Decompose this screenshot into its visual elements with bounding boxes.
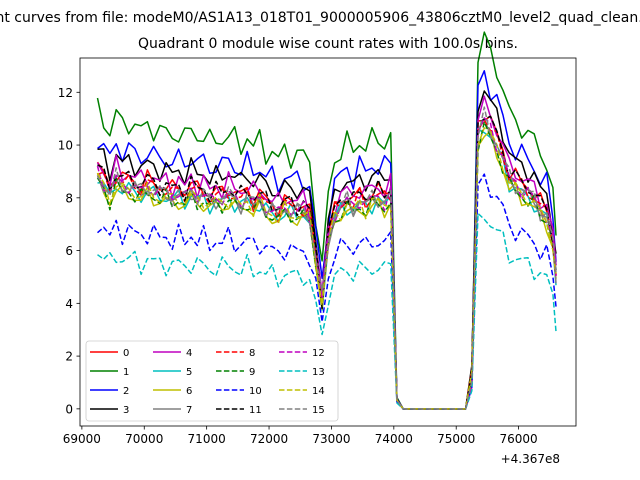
y-tick-label-0: 0	[65, 402, 73, 416]
legend-label-6: 6	[186, 386, 192, 397]
legend-label-12: 12	[312, 348, 325, 359]
series-line-13	[97, 212, 557, 410]
x-tick-label-73000: 73000	[312, 432, 350, 446]
x-tick-label-75000: 75000	[437, 432, 475, 446]
x-tick-label-72000: 72000	[250, 432, 288, 446]
y-tick-label-2: 2	[65, 350, 73, 364]
series-line-12	[96, 117, 557, 410]
y-tick-label-8: 8	[65, 191, 73, 205]
series-line-10	[97, 173, 557, 410]
legend-label-4: 4	[186, 348, 192, 359]
series-lines-group	[96, 31, 557, 410]
legend-label-2: 2	[123, 386, 129, 397]
y-tick-label-12: 12	[58, 86, 73, 100]
series-line-15	[96, 106, 557, 410]
x-tick-label-70000: 70000	[125, 432, 163, 446]
legend-label-9: 9	[249, 367, 255, 378]
y-tick-label-6: 6	[65, 244, 73, 258]
series-line-1	[96, 31, 557, 410]
legend-label-1: 1	[123, 367, 129, 378]
legend-label-14: 14	[312, 386, 325, 397]
axes-group: 69000 70000 71000 72000 73000 74000 75000 76000…	[58, 57, 577, 446]
legend-box	[85, 340, 339, 422]
series-line-4	[96, 95, 557, 410]
legend-label-8: 8	[249, 348, 255, 359]
series-line-11	[97, 115, 557, 410]
y-tick-label-4: 4	[65, 297, 73, 311]
x-tick-label-71000: 71000	[188, 432, 226, 446]
legend-label-3: 3	[123, 405, 129, 416]
figure-suptitle: Light curves from file: modeM0/AS1A13_01…	[0, 10, 640, 26]
x-tick-label-76000: 76000	[500, 432, 538, 446]
series-line-14	[96, 127, 557, 410]
x-axis-offset-label: +4.367e8	[500, 452, 560, 466]
x-tick-label-74000: 74000	[375, 432, 413, 446]
legend-label-0: 0	[123, 348, 129, 359]
legend-label-7: 7	[186, 405, 192, 416]
legend-label-15: 15	[312, 405, 325, 416]
legend-label-13: 13	[312, 367, 325, 378]
legend-label-5: 5	[186, 367, 192, 378]
legend-label-10: 10	[249, 386, 262, 397]
chart-title: Quadrant 0 module wise count rates with …	[138, 36, 518, 52]
series-line-3	[97, 90, 557, 410]
y-tick-label-10: 10	[58, 139, 73, 153]
plot-frame	[79, 57, 577, 427]
x-tick-label-69000: 69000	[63, 432, 101, 446]
legend-label-11: 11	[249, 405, 262, 416]
